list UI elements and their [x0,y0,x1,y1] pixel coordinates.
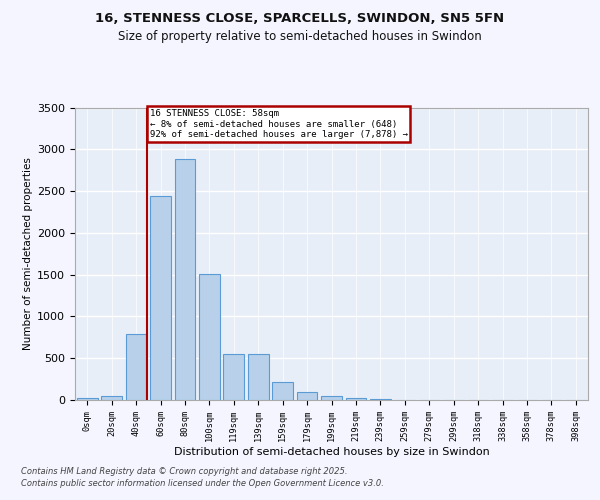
Bar [248,354,269,400]
Bar [175,160,196,400]
Bar [77,398,98,400]
Bar [346,398,367,400]
Bar [272,382,293,400]
Bar [199,274,220,400]
Bar [296,392,317,400]
Text: Size of property relative to semi-detached houses in Swindon: Size of property relative to semi-detach… [118,30,482,43]
Bar [125,334,146,400]
Text: 16 STENNESS CLOSE: 58sqm
← 8% of semi-detached houses are smaller (648)
92% of s: 16 STENNESS CLOSE: 58sqm ← 8% of semi-de… [149,109,407,139]
Bar [321,396,342,400]
Y-axis label: Number of semi-detached properties: Number of semi-detached properties [23,158,33,350]
Text: Contains HM Land Registry data © Crown copyright and database right 2025.: Contains HM Land Registry data © Crown c… [21,468,347,476]
Text: 16, STENNESS CLOSE, SPARCELLS, SWINDON, SN5 5FN: 16, STENNESS CLOSE, SPARCELLS, SWINDON, … [95,12,505,26]
Text: Contains public sector information licensed under the Open Government Licence v3: Contains public sector information licen… [21,479,384,488]
Bar [223,354,244,400]
Bar [370,399,391,400]
Bar [101,396,122,400]
Bar [150,196,171,400]
X-axis label: Distribution of semi-detached houses by size in Swindon: Distribution of semi-detached houses by … [173,447,490,457]
